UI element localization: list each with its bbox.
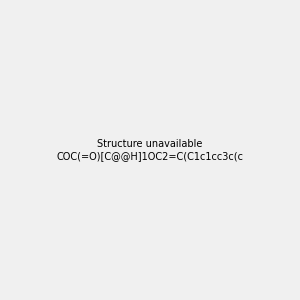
Text: Structure unavailable
COC(=O)[C@@H]1OC2=C(C1c1cc3c(c: Structure unavailable COC(=O)[C@@H]1OC2=… — [56, 139, 244, 161]
